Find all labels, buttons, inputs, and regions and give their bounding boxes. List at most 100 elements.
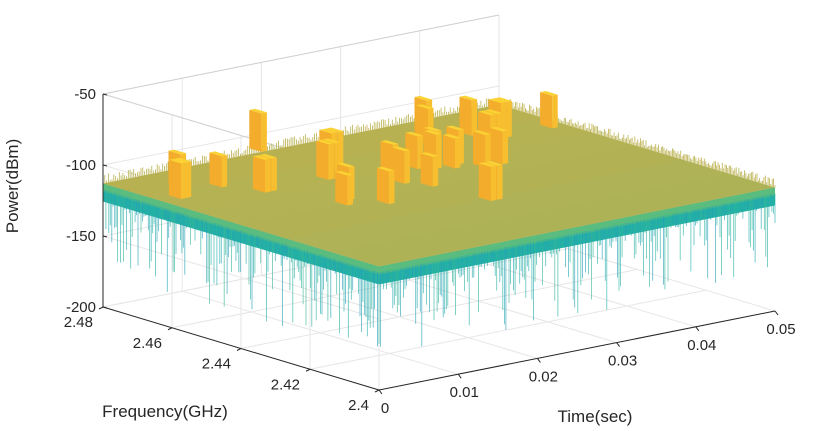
x-tick-label: 0.02 [529,368,558,385]
signal-peak-side [540,92,553,129]
signal-peak-top [380,140,399,145]
signal-peak-top [473,130,491,135]
signal-peak-top [325,127,344,133]
signal-peak-top [478,110,496,116]
x-tick-mark [378,389,383,395]
y-tick-mark [98,306,104,310]
signal-peak-top [405,131,423,137]
y-tick-label: 2.44 [202,356,231,373]
signal-peak-top [316,139,334,145]
signal-peak-face [265,158,271,193]
signal-peak-side [335,172,348,206]
gridline-floor-f [240,269,638,349]
y-tick-label: 2.46 [133,335,162,352]
signal-peak-side [420,153,433,187]
x-tick-label: 0.04 [687,337,716,354]
signal-peak-face [490,165,497,201]
z-tick-label: -200 [66,299,96,316]
signal-peak-side [478,163,491,201]
signal-peak-top [259,153,277,159]
signal-peak-side [376,167,389,205]
signal-peak-side [316,140,329,180]
signal-peak-top [424,129,442,135]
signal-peak-side [252,156,265,193]
signal-peak-face [328,143,334,180]
signal-peak-top [336,162,355,168]
surface-band [333,173,775,267]
signal-peak [478,162,497,201]
tick-labels: 0 0.01 0.02 0.03 0.04 0.05 2.4 2.42 2.44 2.46 2.48… [64,86,796,417]
z-tick-label: -50 [74,86,96,103]
surface-band [195,132,637,225]
signal-peak-side [473,131,486,168]
signal-peak-face [471,99,478,136]
signal-peak-top [249,108,267,114]
z-tick-mark [102,306,108,309]
signal-peak-face [347,174,353,206]
signal-peak-top [485,160,503,166]
z-axis-label: Power(dBm) [3,139,22,233]
signal-peak-top [414,95,433,101]
x-tick-mark [695,326,700,332]
signal-peak-top [540,91,558,96]
signal-peak-top [420,152,439,157]
signal-peak-top [478,162,497,167]
x-axis-label: Time(sec) [558,407,633,426]
signal-peak-top [392,146,410,152]
signal-peak-side [459,96,472,136]
signal-peak [252,155,271,193]
signal-peak-side [490,127,503,165]
signal-peak-top [252,155,271,160]
signal-peak [540,91,558,129]
signal-peak-face [221,155,228,188]
signal-peak-top [484,109,503,114]
signal-peak [249,108,267,152]
signal-peak-top [442,133,461,139]
signal-peak [490,126,509,165]
signal-peak-face [432,155,439,187]
signal-peak-face [502,130,509,165]
x-tick-label: 0.03 [608,353,637,370]
signal-peak-side [442,135,455,169]
signal-peak-face [261,112,267,152]
signal-peak-top [446,125,464,131]
x-tick-label: 0.05 [766,321,795,338]
wall-edge [102,14,500,95]
signal-peak-top [209,151,228,157]
signal-peak [376,166,395,205]
z-tick-mark [102,93,108,96]
signal-peak-face [455,137,461,169]
signal-peaks [168,91,558,206]
x-tick-mark [774,310,779,316]
signal-peak-top [168,158,187,164]
signal-peak-face [180,162,187,199]
gridline-floor-f [309,289,707,370]
z-tick-label: -150 [66,228,96,245]
y-axis-label: Frequency(GHz) [102,402,228,421]
signal-peak-top [490,126,509,132]
signal-peak [168,158,187,199]
y-tick-mark [305,368,311,372]
signal-peak-face [388,170,395,205]
signal-peak [442,133,461,169]
x-tick-label: 0 [381,400,389,417]
signal-peak [420,152,439,187]
x-tick-mark [537,358,541,363]
signal-peak-top [488,98,507,104]
axes [98,93,779,395]
signal-peak-top [459,95,478,101]
x-tick-mark [457,373,462,379]
signal-peak-top [319,128,337,134]
signal-peak-face [552,94,558,129]
signal-peak-face [506,100,512,138]
y-tick-label: 2.42 [271,376,300,393]
signal-peak-top [376,166,395,172]
z-tick-mark [102,164,108,167]
signal-peak [209,151,228,188]
signal-peak-top [415,104,434,109]
signal-peak [459,95,478,136]
signal-peak-face [271,157,277,192]
signal-peak-top [423,126,442,132]
axis-line [378,310,776,391]
